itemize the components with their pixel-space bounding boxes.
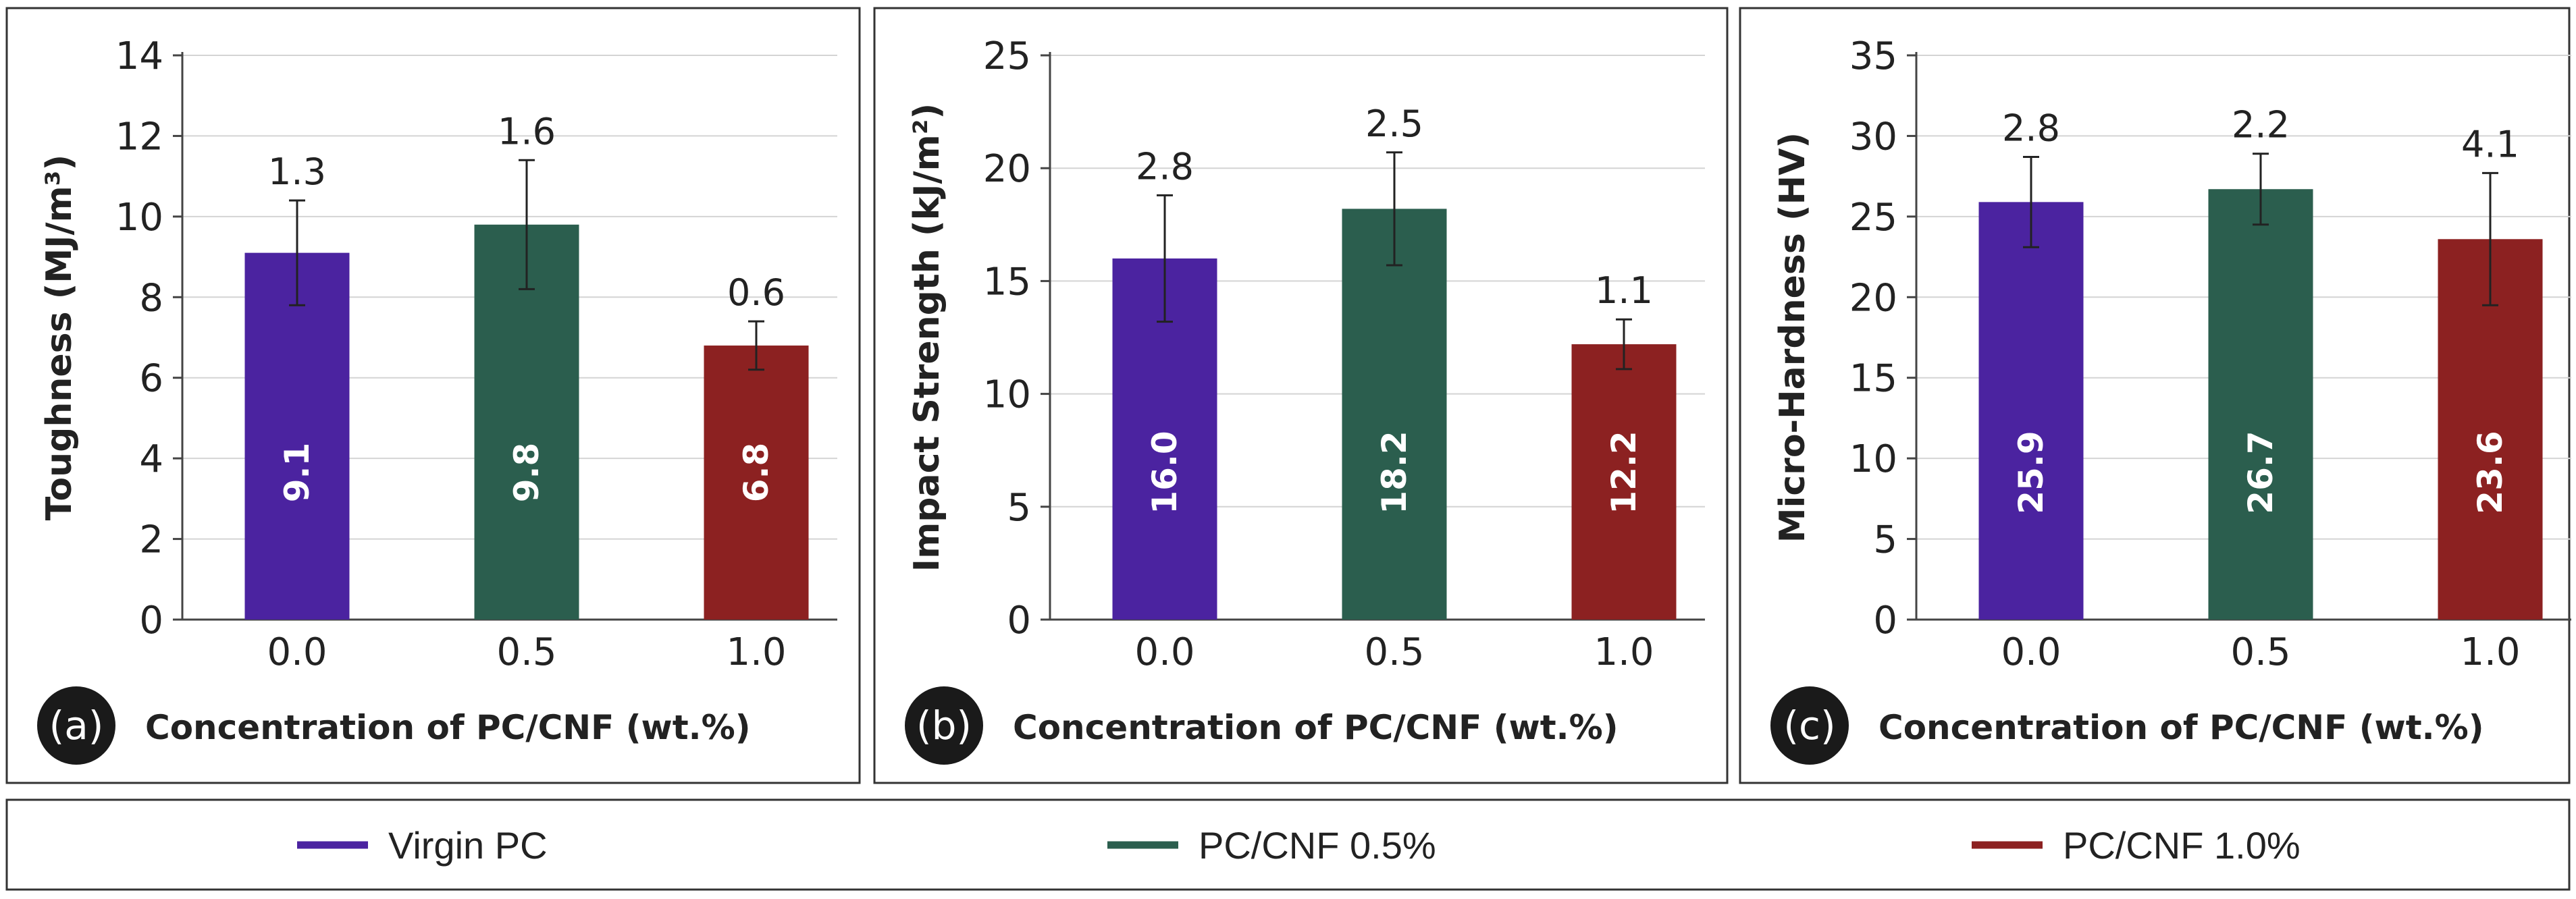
y-tick-label: 20 bbox=[983, 147, 1031, 191]
y-tick-label: 25 bbox=[1849, 196, 1897, 240]
legend-label: PC/CNF 1.0% bbox=[2063, 824, 2301, 867]
y-tick-label: 10 bbox=[115, 196, 163, 240]
x-tick-label: 0.0 bbox=[1134, 630, 1194, 674]
panel-badge bbox=[905, 686, 983, 765]
bar-value-label: 12.2 bbox=[1604, 431, 1644, 514]
y-tick-label: 20 bbox=[1849, 276, 1897, 320]
error-label: 1.1 bbox=[1595, 269, 1653, 312]
legend-label: PC/CNF 0.5% bbox=[1199, 824, 1436, 867]
y-axis-label: Impact Strength (kJ/m²) bbox=[907, 103, 947, 572]
legend-frame bbox=[5, 798, 2571, 891]
y-tick-label: 30 bbox=[1849, 115, 1897, 159]
bar-value-label: 25.9 bbox=[2012, 431, 2051, 514]
y-axis-label: Toughness (MJ/m³) bbox=[39, 155, 80, 520]
bar-value-label: 23.6 bbox=[2471, 431, 2510, 514]
y-tick-label: 5 bbox=[1873, 518, 1897, 562]
bar-value-label: 16.0 bbox=[1145, 431, 1184, 514]
y-tick-label: 15 bbox=[983, 260, 1031, 304]
error-label: 4.1 bbox=[2461, 123, 2519, 165]
y-tick-label: 0 bbox=[1873, 599, 1897, 643]
panel-frame bbox=[1739, 7, 2571, 784]
error-label: 2.2 bbox=[2232, 104, 2290, 146]
error-label: 0.6 bbox=[727, 271, 785, 314]
error-label: 1.3 bbox=[268, 151, 326, 193]
bar bbox=[704, 345, 809, 620]
x-tick-label: 1.0 bbox=[2460, 630, 2520, 674]
x-tick-label: 0.0 bbox=[2001, 630, 2061, 674]
panel-badge-label: (b) bbox=[916, 703, 972, 748]
x-axis-label: Concentration of PC/CNF (wt.%) bbox=[1013, 708, 1619, 747]
x-tick-label: 1.0 bbox=[726, 630, 786, 674]
bar bbox=[1571, 344, 1677, 620]
bar-value-label: 18.2 bbox=[1375, 431, 1414, 514]
y-tick-label: 12 bbox=[115, 115, 163, 159]
panel-badge bbox=[1770, 686, 1849, 765]
bar-value-label: 26.7 bbox=[2241, 431, 2280, 514]
panel-badge-label: (c) bbox=[1783, 703, 1835, 748]
y-tick-label: 10 bbox=[983, 373, 1031, 417]
chart-panel-a: 0 2 4 6 8 10 12 14 Toughness (MJ/m³) 1.3 9.1 0.0 1.6… bbox=[5, 7, 861, 784]
x-tick-label: 0.5 bbox=[1364, 630, 1424, 674]
error-label: 1.6 bbox=[498, 110, 556, 153]
error-label: 2.8 bbox=[1136, 145, 1194, 188]
bar-value-label: 9.8 bbox=[507, 443, 546, 503]
y-tick-label: 14 bbox=[115, 34, 163, 78]
bar bbox=[1978, 202, 2084, 620]
bar-value-label: 6.8 bbox=[737, 443, 776, 503]
x-tick-label: 0.5 bbox=[496, 630, 556, 674]
y-tick-label: 4 bbox=[139, 437, 163, 481]
y-tick-label: 0 bbox=[139, 599, 163, 643]
y-tick-label: 35 bbox=[1849, 34, 1897, 78]
y-tick-label: 25 bbox=[983, 34, 1031, 78]
bar bbox=[1342, 209, 1447, 620]
y-tick-label: 2 bbox=[139, 518, 163, 562]
panel-badge bbox=[37, 686, 115, 765]
legend-label: Virgin PC bbox=[388, 824, 548, 867]
y-tick-label: 15 bbox=[1849, 357, 1897, 401]
x-tick-label: 1.0 bbox=[1594, 630, 1654, 674]
y-tick-label: 0 bbox=[1007, 599, 1031, 643]
x-axis-label: Concentration of PC/CNF (wt.%) bbox=[1878, 708, 2484, 747]
legend-item: Virgin PC bbox=[297, 824, 548, 867]
x-tick-label: 0.5 bbox=[2230, 630, 2290, 674]
x-tick-label: 0.0 bbox=[267, 630, 327, 674]
bar bbox=[2208, 189, 2313, 620]
y-tick-label: 6 bbox=[139, 357, 163, 401]
legend-item: PC/CNF 0.5% bbox=[1107, 824, 1436, 867]
panel-badge-label: (a) bbox=[49, 703, 104, 748]
y-tick-label: 5 bbox=[1007, 486, 1031, 530]
chart-panel-c: 0 5 10 15 20 25 30 35 Micro-Hardness (HV) 2.8 25.9… bbox=[1739, 7, 2571, 784]
bar bbox=[244, 252, 350, 620]
error-label: 2.5 bbox=[1365, 103, 1423, 145]
bar-value-label: 9.1 bbox=[278, 443, 317, 503]
y-tick-label: 8 bbox=[139, 276, 163, 320]
chart-panel-b: 0 5 10 15 20 25 Impact Strength (kJ/m²) 2.8 16.0… bbox=[873, 7, 1729, 784]
bar bbox=[474, 224, 579, 620]
x-axis-label: Concentration of PC/CNF (wt.%) bbox=[145, 708, 751, 747]
panel-frame bbox=[5, 7, 861, 784]
legend-item: PC/CNF 1.0% bbox=[1972, 824, 2301, 867]
y-tick-label: 10 bbox=[1849, 437, 1897, 481]
y-axis-label: Micro-Hardness (HV) bbox=[1772, 132, 1813, 543]
legend: Virgin PC PC/CNF 0.5% PC/CNF 1.0% bbox=[5, 798, 2571, 891]
panel-frame bbox=[873, 7, 1729, 784]
error-label: 2.8 bbox=[2002, 107, 2060, 149]
